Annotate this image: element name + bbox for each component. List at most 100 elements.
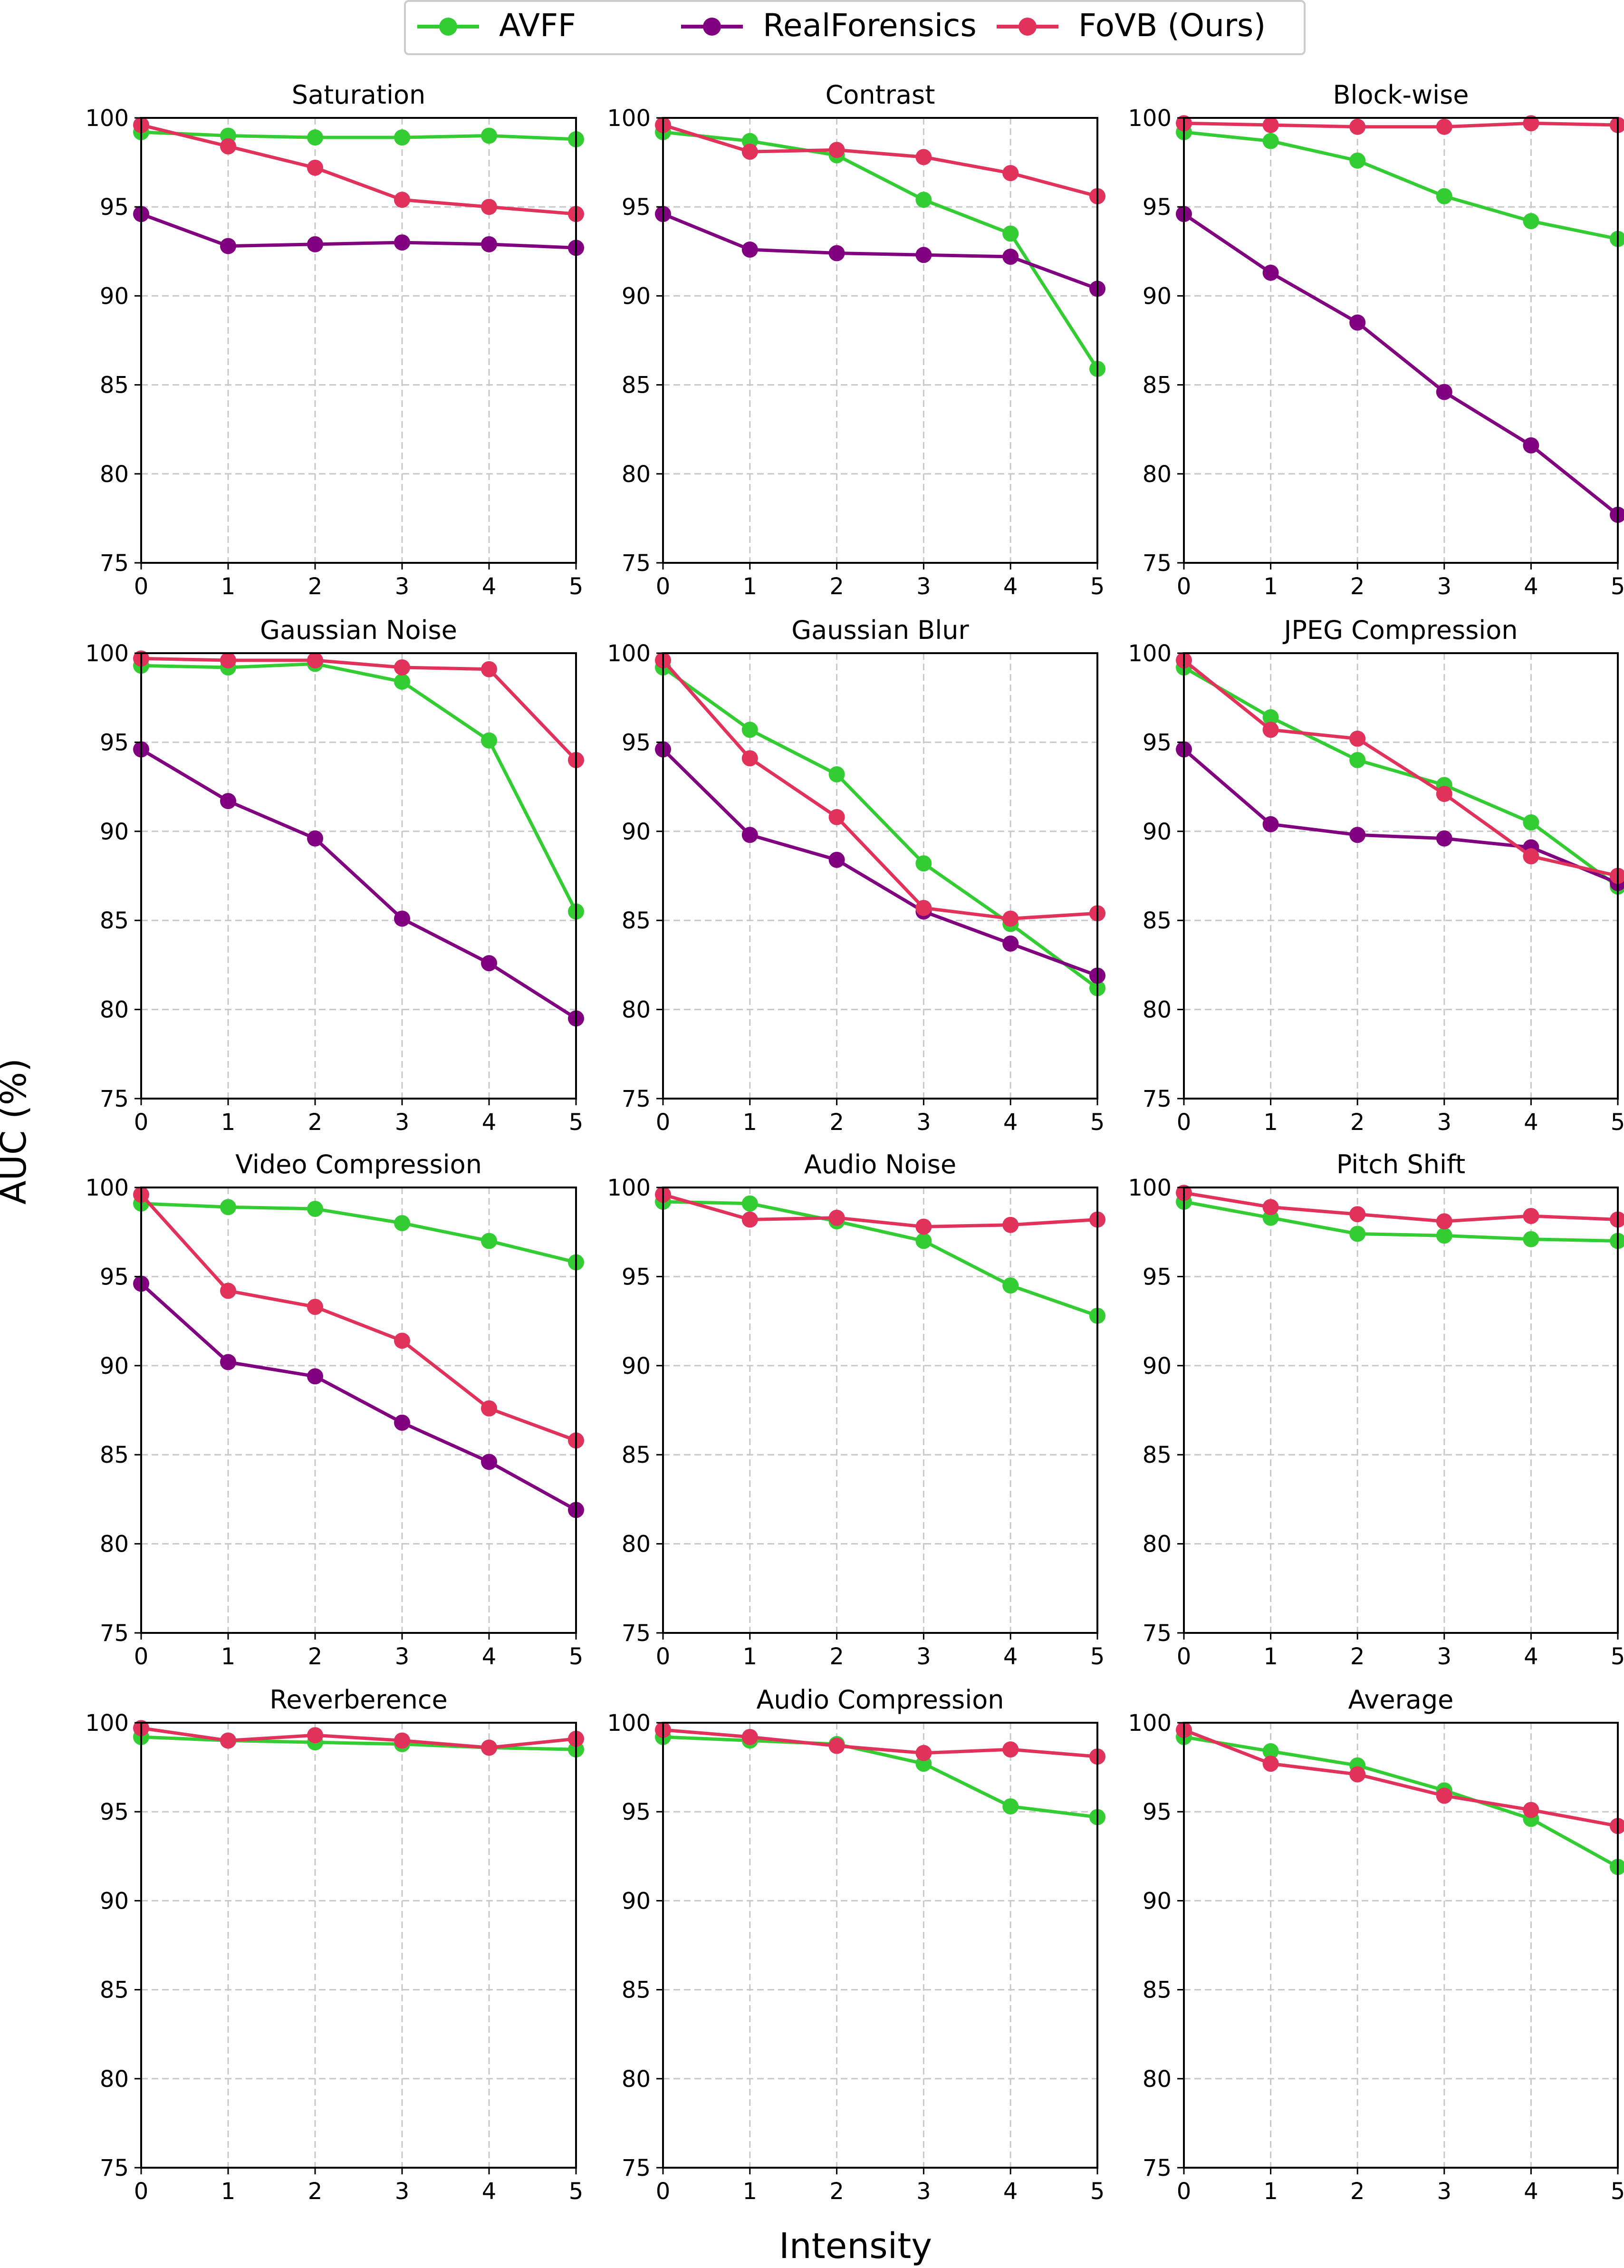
y-tick-label: 80 [100, 461, 129, 488]
x-tick-label: 3 [395, 1643, 410, 1670]
y-tick-label: 75 [622, 1086, 651, 1112]
subplot-audio-compression: 0 1 2 3 4 5 75 80 85 90 95 100 Audio Compression [607, 1685, 1105, 2205]
x-tick-label: 5 [569, 2178, 584, 2205]
data-point [1002, 1798, 1019, 1814]
data-point [307, 159, 323, 176]
y-tick-label: 95 [622, 194, 651, 221]
data-point [1523, 814, 1539, 831]
subplot-title: Gaussian Noise [260, 615, 457, 645]
data-point [915, 192, 932, 208]
y-tick-label: 85 [622, 1442, 651, 1468]
x-tick-label: 3 [916, 1109, 931, 1136]
series-line [141, 1202, 577, 1264]
x-tick-label: 0 [1177, 2178, 1192, 2205]
data-point [1349, 1206, 1366, 1223]
data-point [828, 809, 845, 825]
data-point [481, 1739, 497, 1756]
series-line [662, 659, 1098, 920]
data-point [1523, 115, 1539, 132]
data-point [481, 1233, 497, 1249]
data-point [741, 722, 758, 738]
data-point [1523, 1802, 1539, 1818]
y-tick-label: 80 [100, 2066, 129, 2093]
series-realforensics [133, 741, 584, 1027]
x-tick-label: 5 [1611, 2178, 1624, 2205]
series-fovb-ours [655, 652, 1105, 927]
axes-frame [140, 117, 577, 564]
series-line [1183, 1735, 1619, 1869]
series-line [1183, 121, 1618, 129]
x-tick-label: 3 [1437, 1109, 1452, 1136]
x-tick-label: 2 [308, 573, 323, 600]
data-point [394, 1215, 410, 1231]
subplot-title: Pitch Shift [1336, 1149, 1465, 1179]
x-tick-label: 0 [134, 1643, 149, 1670]
y-tick-label: 90 [622, 1353, 651, 1380]
y-tick-label: 75 [1143, 2155, 1172, 2181]
data-point [915, 855, 932, 872]
data-point [915, 1745, 932, 1761]
data-point [307, 236, 323, 252]
axes-frame [1183, 117, 1619, 564]
x-tick-label: 5 [1090, 1109, 1105, 1136]
x-tick-label: 0 [134, 2178, 149, 2205]
data-point [741, 1728, 758, 1745]
series-line [662, 748, 1098, 977]
x-tick-label: 5 [1090, 1643, 1105, 1670]
x-tick-label: 4 [482, 2178, 497, 2205]
y-tick-label: 75 [100, 1620, 129, 1647]
data-point [1436, 830, 1452, 847]
data-point [1349, 730, 1366, 747]
data-point [915, 899, 932, 916]
data-point [1523, 1231, 1539, 1247]
data-point [1262, 133, 1279, 149]
subplot-jpeg-compression: 0 1 2 3 4 5 75 80 85 90 95 100 JPEG Compression [1128, 615, 1624, 1136]
y-tick-label: 90 [100, 283, 129, 309]
x-tick-label: 1 [743, 573, 758, 600]
x-tick-label: 2 [308, 1109, 323, 1136]
data-point [220, 1199, 236, 1216]
series-avff [1176, 1728, 1624, 1875]
y-tick-label: 95 [100, 729, 129, 756]
data-point [394, 673, 410, 690]
series-line [663, 1728, 1098, 1758]
y-tick-label: 95 [622, 1264, 651, 1290]
series-fovb-ours [1176, 652, 1624, 884]
y-tick-label: 75 [100, 550, 129, 577]
y-tick-label: 90 [1143, 819, 1172, 845]
x-tick-label: 4 [1524, 573, 1538, 600]
y-tick-label: 95 [622, 729, 651, 756]
x-tick-label: 4 [1524, 1109, 1538, 1136]
data-point [828, 851, 845, 868]
subplot-reverberence: 0 1 2 3 4 5 75 80 85 90 95 100 Reverberence [85, 1685, 584, 2205]
data-point [481, 955, 497, 972]
subplot-gaussian-blur: 0 1 2 3 4 5 75 80 85 90 95 100 Gaussian Blur [607, 615, 1105, 1136]
y-tick-label: 90 [100, 1888, 129, 1914]
data-point [220, 652, 236, 668]
x-tick-label: 3 [916, 573, 931, 600]
data-point [307, 1727, 323, 1744]
y-tick-label: 85 [622, 1977, 651, 2004]
data-point [481, 732, 497, 749]
y-tick-label: 95 [622, 1799, 651, 1825]
x-tick-label: 3 [1437, 2178, 1452, 2205]
series-line [662, 123, 1098, 198]
y-tick-label: 85 [1143, 372, 1172, 399]
x-tick-label: 4 [1003, 1643, 1018, 1670]
y-tick-label: 100 [85, 640, 129, 667]
data-point [394, 129, 410, 146]
x-tick-label: 1 [1263, 2178, 1278, 2205]
subplot-title: Saturation [292, 80, 426, 110]
data-point [307, 830, 323, 847]
data-point [1349, 752, 1366, 768]
subplot-title: Audio Compression [756, 1685, 1004, 1715]
data-point [1523, 437, 1539, 454]
x-tick-label: 4 [482, 1109, 497, 1136]
series-avff [1176, 124, 1624, 247]
y-tick-label: 100 [1128, 640, 1172, 667]
series-line [141, 656, 577, 762]
data-point [481, 661, 497, 677]
x-tick-label: 0 [134, 573, 149, 600]
series-line [141, 662, 578, 913]
series-line [1183, 212, 1619, 516]
